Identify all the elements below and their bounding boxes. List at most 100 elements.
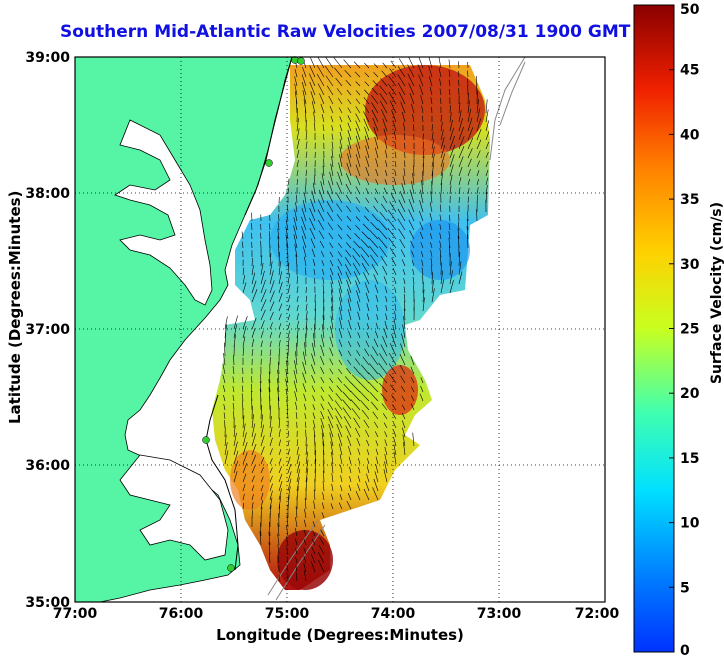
velocity-vector: [328, 180, 334, 195]
velocity-vector: [305, 303, 308, 312]
velocity-vector: [391, 394, 397, 402]
velocity-vector: [410, 240, 415, 249]
velocity-vector: [344, 69, 352, 78]
velocity-vector: [278, 466, 282, 474]
velocity-vector: [398, 199, 406, 213]
velocity-vector: [413, 124, 415, 132]
velocity-vector: [392, 325, 397, 339]
velocity-vector: [422, 163, 424, 177]
y-tick-label: 39:00: [25, 50, 70, 66]
velocity-vector: [242, 452, 248, 465]
velocity-vector: [269, 253, 272, 267]
velocity-vector: [399, 353, 406, 366]
velocity-vector: [329, 171, 334, 186]
velocity-vector: [251, 223, 253, 231]
velocity-vector: [287, 471, 292, 483]
velocity-vector: [355, 135, 361, 150]
velocity-vector: [233, 410, 235, 420]
velocity-vector: [400, 249, 406, 258]
velocity-vector: [476, 194, 479, 204]
velocity-vector: [337, 251, 343, 258]
velocity-vector: [361, 262, 370, 276]
velocity-vector: [242, 241, 244, 249]
velocity-vector: [384, 320, 388, 330]
velocity-vector: [391, 110, 397, 123]
velocity-vector: [285, 369, 289, 384]
velocity-vector: [336, 424, 343, 438]
velocity-vector: [448, 69, 451, 78]
velocity-vector: [330, 289, 334, 303]
velocity-vector: [278, 347, 281, 357]
velocity-vector: [401, 333, 406, 348]
velocity-vector: [410, 395, 415, 402]
velocity-vector: [419, 210, 424, 222]
velocity-vector: [345, 425, 352, 438]
velocity-vector: [320, 377, 325, 384]
velocity-vector: [305, 311, 308, 321]
velocity-vector: [278, 458, 282, 465]
velocity-vector: [312, 412, 316, 420]
velocity-vector: [389, 247, 397, 258]
velocity-vector: [458, 177, 462, 186]
velocity-vector: [305, 130, 308, 141]
velocity-vector: [390, 60, 397, 69]
velocity-vector: [287, 430, 290, 438]
velocity-vector: [339, 297, 343, 312]
velocity-vector: [278, 439, 281, 447]
velocity-vector: [364, 89, 370, 96]
velocity-vector: [346, 500, 352, 510]
x-axis-label: Longitude (Degrees:Minutes): [216, 626, 464, 644]
velocity-vector: [388, 363, 397, 375]
velocity-vector: [360, 364, 370, 375]
velocity-vector: [394, 151, 397, 159]
colorbar-tick-label: 50: [680, 2, 700, 18]
velocity-vector: [439, 204, 442, 213]
velocity-vector: [467, 168, 471, 177]
velocity-vector: [394, 311, 397, 321]
velocity-vector: [338, 243, 343, 249]
velocity-vector: [449, 174, 453, 186]
velocity-vector: [251, 376, 253, 384]
velocity-vector: [402, 434, 406, 447]
velocity-vector: [294, 69, 298, 78]
velocity-vector: [260, 522, 262, 537]
velocity-vector: [338, 349, 343, 357]
velocity-vector: [365, 155, 370, 168]
velocity-vector: [347, 309, 352, 321]
velocity-vector: [352, 248, 361, 258]
velocity-vector: [375, 322, 379, 330]
velocity-vector: [422, 148, 425, 159]
velocity-vector: [393, 444, 397, 456]
velocity-vector: [419, 221, 424, 231]
velocity-vector: [322, 492, 325, 501]
velocity-vector: [295, 517, 298, 528]
velocity-vector: [357, 311, 361, 321]
velocity-vector: [335, 415, 343, 429]
velocity-vector: [277, 533, 280, 546]
velocity-vector: [311, 385, 316, 393]
velocity-vector: [401, 420, 406, 429]
velocity-vector: [260, 340, 263, 348]
velocity-vector: [412, 276, 415, 285]
velocity-vector: [302, 361, 307, 375]
velocity-vector: [365, 177, 370, 186]
velocity-vector: [422, 155, 425, 168]
velocity-vector: [467, 70, 469, 78]
velocity-vector: [440, 172, 444, 186]
velocity-vector: [393, 422, 397, 429]
velocity-vector: [317, 219, 325, 231]
velocity-vector: [431, 171, 434, 186]
velocity-vector: [355, 358, 361, 366]
velocity-vector: [314, 459, 317, 474]
velocity-vector: [440, 114, 442, 123]
velocity-vector: [339, 454, 343, 465]
velocity-vector: [224, 434, 227, 447]
velocity-vector: [329, 432, 334, 447]
velocity-vector: [402, 175, 406, 186]
velocity-vector: [374, 136, 379, 150]
velocity-vector: [312, 395, 316, 402]
velocity-vector: [294, 91, 298, 105]
velocity-vector: [296, 295, 299, 303]
velocity-vector: [286, 546, 289, 555]
velocity-vector: [400, 385, 406, 393]
